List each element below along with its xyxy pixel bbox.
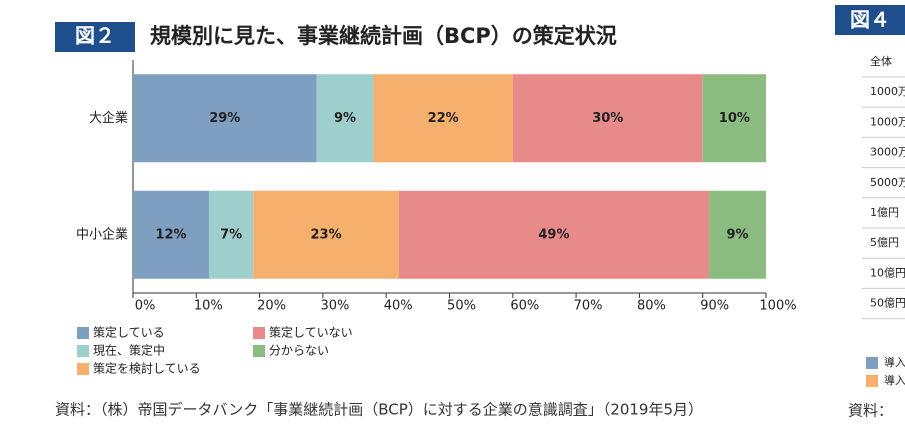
side-figure-box [835, 5, 905, 35]
y-tick-label: 中小企業 [76, 226, 128, 242]
bar-segment [398, 190, 710, 279]
x-tick-label: 70% [574, 299, 603, 314]
value-label: 12% [155, 227, 186, 242]
x-tick-label: 20% [257, 299, 286, 314]
legend-swatch [253, 345, 265, 357]
side-legend-label: 導入 [884, 373, 905, 387]
x-tick-label: 80% [637, 299, 666, 314]
side-row-label: 5000万 [870, 176, 905, 189]
bar-segment [373, 74, 513, 163]
x-tick-label: 100% [759, 299, 796, 314]
legend-label: 現在、策定中 [93, 343, 165, 358]
x-tick-label: 0% [135, 299, 156, 314]
side-legend-swatch [866, 357, 878, 369]
x-tick-label: 60% [510, 299, 539, 314]
side-panel: 図４ 資料： [835, 5, 905, 420]
side-legend-label: 導入 [884, 355, 905, 369]
value-label: 29% [209, 111, 240, 126]
bar-segment [512, 74, 703, 163]
value-label: 23% [311, 227, 342, 242]
value-label: 30% [592, 111, 623, 126]
side-row-label: 5億円 [870, 236, 899, 249]
bar-segment [709, 190, 766, 279]
legend-label: 策定している [93, 325, 165, 340]
value-label: 9% [726, 227, 748, 242]
bar-segment [133, 74, 317, 163]
side-row-label: 全体 [870, 54, 892, 68]
x-tick-label: 30% [320, 299, 349, 314]
legend-label: 分からない [269, 344, 329, 358]
x-tick-label: 90% [700, 299, 729, 314]
value-label: 22% [428, 111, 459, 126]
side-row-label: 1000万 [870, 85, 905, 98]
side-legend-swatch [866, 375, 878, 387]
y-tick-label: 大企業 [89, 110, 128, 126]
figure-label-box [55, 22, 135, 52]
side-source: 資料： [848, 402, 893, 420]
legend-label: 策定を検討している [93, 361, 201, 376]
value-label: 7% [220, 227, 242, 242]
side-row-label: 10億円 [870, 266, 905, 279]
bar-segment [133, 190, 209, 279]
x-tick-label: 10% [194, 299, 223, 314]
value-label: 10% [719, 111, 750, 126]
legend-swatch [253, 327, 265, 339]
value-label: 49% [538, 227, 569, 242]
figure-label: 図２ [75, 24, 115, 48]
bar-segment [702, 74, 766, 163]
legend-swatch [77, 327, 89, 339]
side-row-label: 3000万 [870, 146, 905, 159]
source: 資料：（株）帝国データバンク「事業継続計画（BCP）に対する企業の意識調査」（2… [55, 401, 703, 419]
bar-segment [316, 74, 374, 163]
x-tick-label: 50% [447, 299, 476, 314]
bar-segment [253, 190, 399, 279]
legend-label: 策定していない [269, 325, 353, 340]
legend-swatch [77, 345, 89, 357]
x-tick-label: 40% [384, 299, 413, 314]
side-row-label: 1000万 [870, 115, 905, 128]
bar-segment [208, 190, 254, 279]
value-label: 9% [334, 111, 356, 126]
chart-title: 規模別に見た、事業継続計画（BCP）の策定状況 [150, 24, 617, 48]
side-row-label: 50億円 [870, 297, 905, 310]
legend-swatch [77, 363, 89, 375]
side-figure-label: 図４ [850, 8, 890, 32]
side-row-label: 1億円 [870, 206, 899, 219]
